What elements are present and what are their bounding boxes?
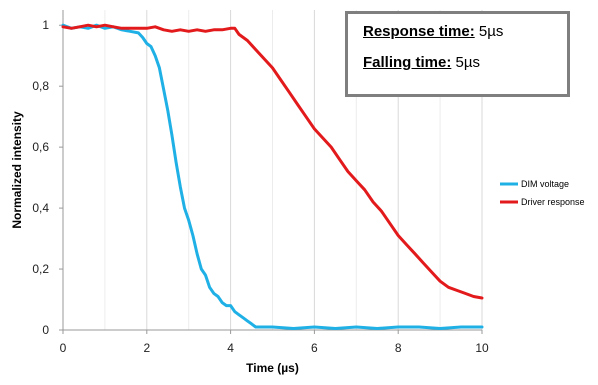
x-tick-label: 2 bbox=[143, 341, 150, 355]
falling-time-label: Falling time: bbox=[363, 54, 452, 71]
y-tick-label: 1 bbox=[42, 18, 49, 32]
x-tick-label: 0 bbox=[60, 341, 67, 355]
y-tick-label: 0,2 bbox=[32, 262, 49, 276]
falling-time-annotation: Falling time: 5µs bbox=[363, 54, 567, 71]
legend: DIM voltage Driver response bbox=[500, 179, 585, 207]
response-time-label: Response time: bbox=[363, 23, 475, 40]
legend-label: DIM voltage bbox=[521, 179, 569, 189]
y-tick-label: 0,4 bbox=[32, 201, 49, 215]
series-line-dim-voltage bbox=[61, 23, 484, 330]
y-tick-label: 0,8 bbox=[32, 79, 49, 93]
series-line-driver-response bbox=[61, 23, 484, 300]
annotation-box: Response time: 5µs Falling time: 5µs bbox=[345, 11, 570, 97]
x-tick-label: 6 bbox=[311, 341, 318, 355]
y-tick-label: 0 bbox=[42, 323, 49, 337]
y-axis-title: Normalized intensity bbox=[10, 111, 24, 229]
x-axis-title: Time (µs) bbox=[246, 361, 299, 375]
tick-labels: 00,20,40,60,810 2 4 6 8 10 bbox=[32, 18, 489, 355]
axes bbox=[59, 10, 483, 334]
series-lines bbox=[61, 23, 484, 330]
falling-time-value: 5µs bbox=[455, 54, 481, 71]
legend-label: Driver response bbox=[521, 197, 585, 207]
x-tick-label: 4 bbox=[227, 341, 234, 355]
x-tick-label: 10 bbox=[475, 341, 489, 355]
response-time-annotation: Response time: 5µs bbox=[363, 23, 567, 40]
x-tick-label: 8 bbox=[395, 341, 402, 355]
y-tick-label: 0,6 bbox=[32, 140, 49, 154]
response-time-value: 5µs bbox=[478, 23, 504, 40]
